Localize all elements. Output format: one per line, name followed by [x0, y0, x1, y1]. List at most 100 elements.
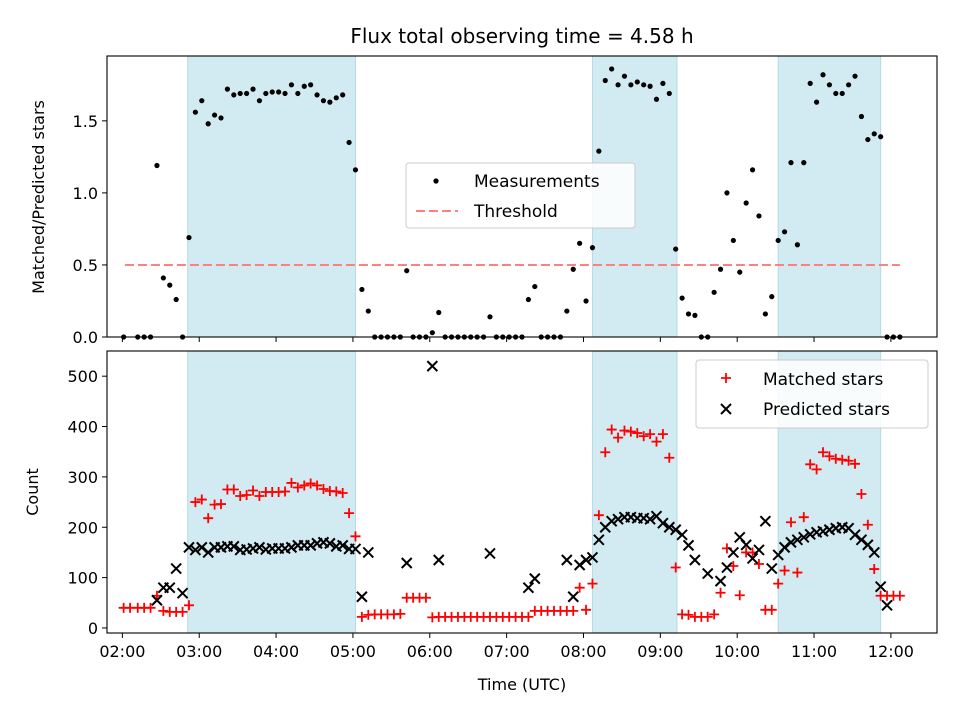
- predicted-stars-point: [663, 521, 676, 533]
- measurement-point: [788, 160, 794, 166]
- measurement-point: [224, 86, 231, 92]
- matched-stars-point: [395, 608, 406, 619]
- matched-stars-point: [420, 592, 431, 603]
- predicted-stars-point: [605, 515, 618, 527]
- predicted-stars-point: [644, 513, 656, 525]
- measurement-point: [282, 90, 288, 97]
- predicted-stars-point: [356, 591, 368, 603]
- measurement-point: [730, 237, 736, 244]
- matched-stars-point: [651, 436, 662, 447]
- predicted-stars-point: [881, 599, 893, 612]
- measurement-point: [794, 242, 800, 248]
- measurement-point: [436, 309, 442, 316]
- predicted-stars-point: [522, 581, 535, 594]
- legend-measurement-marker: [433, 178, 439, 184]
- measurement-point: [564, 308, 570, 314]
- x-tick-label: 05:00: [330, 642, 376, 661]
- predicted-stars-point: [176, 587, 189, 599]
- x-tick-label: 09:00: [637, 642, 683, 661]
- matched-stars-point: [753, 559, 764, 570]
- measurement-point: [186, 234, 192, 241]
- predicted-stars-point: [433, 554, 445, 566]
- measurement-point: [762, 311, 768, 317]
- measurement-point: [621, 73, 628, 79]
- measurement-point: [192, 109, 198, 115]
- measurement-point: [820, 72, 826, 78]
- predicted-stars-point: [689, 554, 701, 566]
- predicted-stars-point: [766, 562, 778, 575]
- matched-stars-point: [344, 508, 355, 519]
- matched-stars-point: [702, 611, 713, 622]
- top-legend-box: [405, 162, 636, 229]
- top-y-axis-label: Matched/Predicted stars: [29, 100, 48, 294]
- predicted-stars-point: [593, 534, 605, 546]
- matched-stars-point: [715, 587, 726, 598]
- measurement-point: [833, 90, 839, 97]
- measurement-point: [231, 92, 237, 98]
- matched-stars-point: [177, 606, 188, 617]
- matched-stars-point: [625, 426, 636, 437]
- matched-stars-point: [337, 488, 348, 499]
- measurement-point: [352, 167, 359, 173]
- predicted-stars-point: [746, 552, 759, 565]
- top-observing-window: [777, 55, 882, 338]
- top-y-tick-label: 0.5: [73, 256, 98, 275]
- top-observing-window: [187, 55, 356, 338]
- matched-stars-point: [523, 611, 534, 622]
- measurement-point: [487, 314, 493, 320]
- predicted-stars-point: [798, 531, 810, 544]
- measurement-point: [301, 83, 307, 89]
- measurement-point: [154, 162, 160, 169]
- x-tick-label: 07:00: [484, 642, 530, 661]
- predicted-stars-point: [868, 546, 880, 559]
- x-tick-label: 10:00: [714, 642, 760, 661]
- bottom-y-tick-label: 400: [67, 418, 98, 437]
- measurement-point: [807, 80, 813, 86]
- matched-stars-point: [331, 486, 342, 497]
- matched-stars-point: [581, 604, 592, 615]
- predicted-stars-point: [189, 544, 202, 556]
- matched-stars-point: [843, 455, 854, 466]
- legend-predicted-label: Predicted stars: [763, 400, 890, 420]
- measurement-point: [858, 113, 865, 120]
- matched-stars-point: [196, 494, 207, 505]
- measurement-point: [878, 134, 884, 140]
- measurement-point: [673, 246, 679, 252]
- predicted-stars-point: [753, 544, 765, 556]
- measurement-point: [756, 213, 762, 219]
- measurement-point: [205, 121, 211, 127]
- bottom-y-tick-label: 0: [88, 619, 98, 638]
- matched-stars-point: [683, 609, 694, 620]
- predicted-stars-point: [612, 513, 624, 525]
- measurement-point: [692, 312, 698, 318]
- measurement-point: [871, 131, 877, 137]
- matched-stars-point: [280, 486, 291, 497]
- matched-stars-point: [773, 578, 784, 589]
- x-tick-label: 02:00: [99, 642, 145, 661]
- predicted-stars-point: [401, 557, 413, 569]
- bottom-legend-box: [695, 359, 929, 429]
- matched-stars-point: [811, 464, 822, 475]
- measurement-point: [308, 82, 314, 88]
- measurement-point: [244, 90, 250, 97]
- measurement-point: [583, 298, 589, 304]
- top-y-tick-label: 1.0: [73, 184, 98, 203]
- matched-stars-point: [818, 447, 829, 458]
- measurement-point: [218, 115, 224, 121]
- matched-stars-point: [869, 564, 880, 575]
- matched-stars-point: [600, 447, 611, 458]
- matched-stars-point: [241, 490, 252, 501]
- matched-stars-point: [645, 429, 656, 440]
- predicted-stars-point: [336, 539, 349, 552]
- bottom-y-tick-label: 500: [67, 367, 98, 386]
- bottom-plot-frame: [106, 350, 938, 634]
- measurement-point: [679, 295, 685, 301]
- measurement-point: [813, 99, 820, 105]
- matched-stars-point: [664, 452, 675, 463]
- bottom-y-axis-label: Count: [23, 468, 42, 516]
- predicted-stars-point: [349, 543, 362, 555]
- bottom-y-tick-label: 200: [67, 518, 98, 537]
- matched-stars-point: [286, 477, 297, 488]
- measurement-point: [724, 190, 730, 196]
